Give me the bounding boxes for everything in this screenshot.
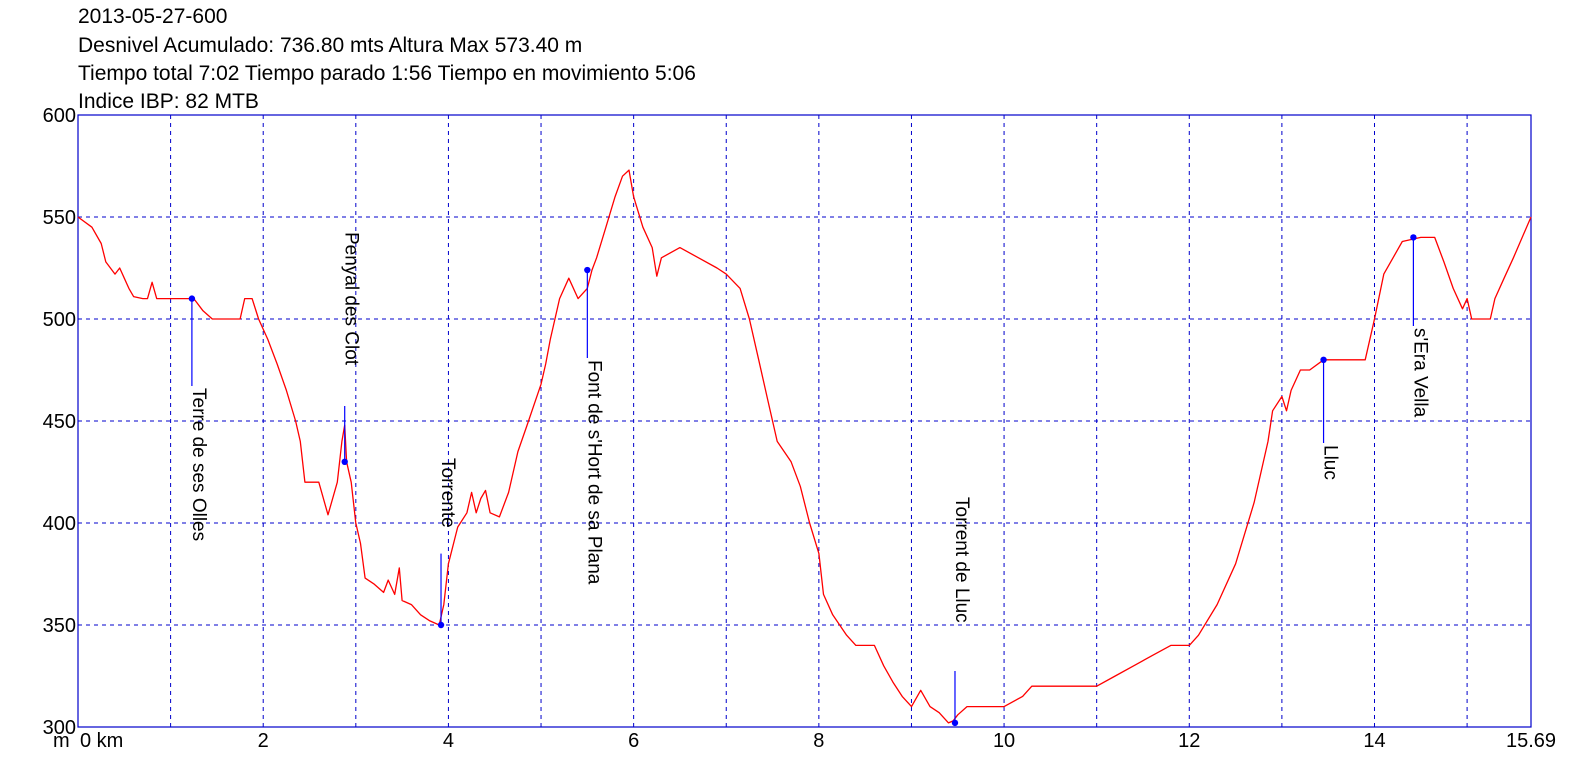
y-tick-label: 300 [43, 717, 76, 739]
y-tick-label: 500 [43, 309, 76, 331]
elevation-line [77, 169, 1532, 724]
plot-frame-border [77, 114, 1532, 728]
y-tick-label: 400 [43, 513, 76, 535]
x-tick-label: 15.69 [1506, 730, 1556, 752]
y-tick-label: 600 [43, 105, 76, 127]
waypoint-label: Torrent de Lluc [951, 497, 972, 623]
waypoint-label: Lluc [1320, 445, 1341, 480]
x-tick-label: 0 km [80, 730, 123, 752]
chart-title-line-3: Tiempo total 7:02 Tiempo parado 1:56 Tie… [78, 62, 696, 85]
y-tick-label: 450 [43, 411, 76, 433]
waypoint-marker [951, 719, 959, 727]
x-tick-label: 14 [1363, 730, 1385, 752]
waypoint-marker [341, 458, 348, 465]
grid-lines [78, 115, 1531, 727]
chart-title-line-4: Indice IBP: 82 MTB [78, 90, 259, 113]
plot-frame [77, 114, 1532, 728]
waypoint-marker [1410, 234, 1417, 241]
y-tick-label: 350 [43, 615, 76, 637]
waypoint-label: Terre de ses Olles [188, 388, 209, 541]
x-tick-label: 8 [813, 730, 824, 752]
waypoint-marker [437, 621, 445, 629]
waypoint-marker [188, 295, 196, 302]
waypoint-marker [1320, 356, 1327, 363]
x-tick-label: 4 [443, 730, 454, 752]
x-tick-label: 6 [628, 730, 639, 752]
waypoint-label: Torrente [437, 458, 458, 528]
y-axis-label: m [53, 730, 70, 752]
chart-title-line-2: Desnivel Acumulado: 736.80 mts Altura Ma… [78, 34, 583, 57]
y-tick-label: 550 [43, 207, 76, 229]
waypoint-marker [584, 266, 591, 274]
x-tick-label: 2 [258, 730, 269, 752]
waypoint-label: Font de s'Hort de sa Plana [583, 360, 604, 585]
x-tick-label: 12 [1178, 730, 1200, 752]
waypoints: Terre de ses Olles Penyal des Clot Torrent… [188, 232, 1430, 727]
waypoint-label: s'Era Vella [1409, 328, 1430, 418]
waypoint-label: Penyal des Clot [341, 232, 362, 366]
x-tick-label: 10 [993, 730, 1015, 752]
profile-series [77, 169, 1532, 724]
chart-title-line-1: 2013-05-27-600 [78, 5, 228, 28]
